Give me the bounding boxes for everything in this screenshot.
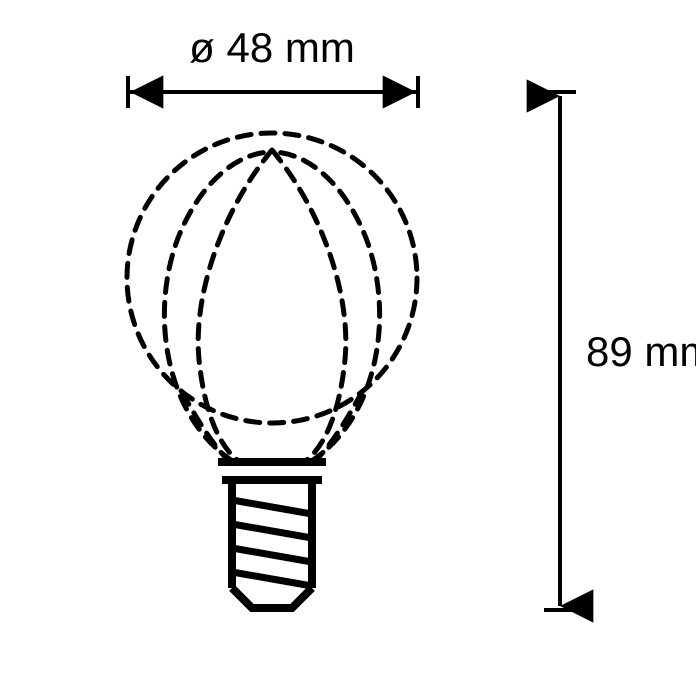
height-label: 89 mm <box>586 328 696 375</box>
globe-neck <box>182 392 362 460</box>
screw-base <box>218 462 326 608</box>
width-label: ø 48 mm <box>189 24 355 71</box>
bulb-outlines <box>127 133 417 462</box>
width-dimension <box>128 76 418 108</box>
bulb-dimension-diagram: ø 48 mm 89 mm <box>0 0 696 696</box>
globe-outline <box>127 133 417 423</box>
height-dimension <box>544 92 576 610</box>
